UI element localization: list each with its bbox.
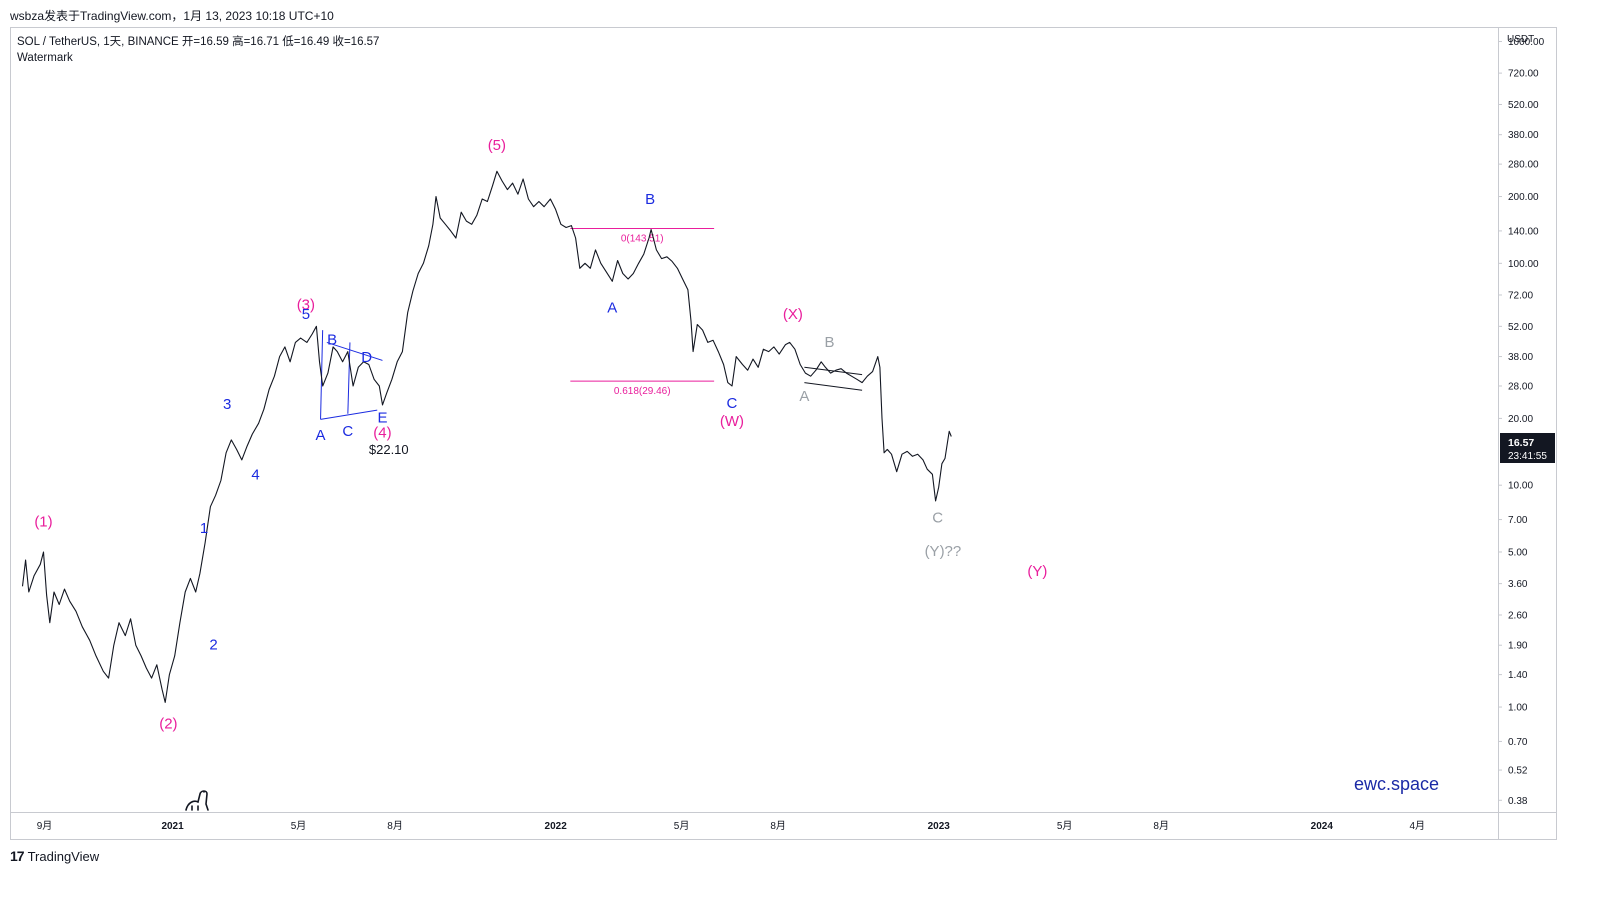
publish-header: wsbza发表于TradingView.com，1月 13, 2023 10:1…	[10, 9, 334, 23]
wave-label: (W)	[720, 413, 744, 430]
price-tick-label: 140.00	[1508, 226, 1539, 237]
fib-level-label: 0(143.51)	[621, 234, 664, 245]
price-tick-label: 1.00	[1508, 703, 1528, 714]
wave-label: (2)	[159, 716, 177, 733]
price-tick-label: 1.90	[1508, 641, 1528, 652]
price-note-label: $22.10	[369, 442, 409, 457]
tradingview-brand: TradingView	[27, 848, 100, 864]
chart-frame	[10, 27, 1557, 840]
fibonacci-retracement[interactable]: 0(143.51) 0.618(29.46)	[570, 228, 715, 398]
time-tick-label: 5月	[674, 820, 690, 832]
price-tick-label: 2.60	[1508, 610, 1528, 621]
price-tick-label: 200.00	[1508, 192, 1539, 203]
wave-label: (3)	[297, 296, 315, 313]
dino-icon[interactable]	[185, 790, 209, 811]
trendline-group[interactable]	[320, 330, 863, 420]
tradingview-logo-icon: 17	[10, 848, 25, 864]
current-price-badge	[1500, 433, 1555, 463]
price-tick-label: 7.00	[1508, 515, 1528, 526]
wave-label: 3	[223, 396, 231, 413]
time-tick-label: 8月	[770, 820, 786, 832]
time-tick-label: 8月	[1153, 820, 1169, 832]
time-tick-label: 8月	[387, 820, 403, 832]
price-tick-label: 380.00	[1508, 130, 1539, 141]
price-tick-label: 5.00	[1508, 547, 1528, 558]
price-tick-label: 72.00	[1508, 290, 1533, 301]
wave-label: C	[342, 423, 353, 440]
time-tick-label: 5月	[291, 820, 307, 832]
price-tick-label: 20.00	[1508, 414, 1533, 425]
price-tick-label: 0.38	[1508, 796, 1528, 807]
price-tick-label: 100.00	[1508, 259, 1539, 270]
wave-label: (X)	[783, 306, 803, 323]
price-tick-label: 52.00	[1508, 322, 1533, 333]
price-tick-label: 10.00	[1508, 481, 1533, 492]
current-price-value: 16.57	[1508, 437, 1534, 449]
wave-label: (Y)??	[925, 543, 962, 560]
price-axis[interactable]: 1000.00 720.00 520.00 380.00 280.00 200.00 140…	[1498, 37, 1545, 807]
wave-label: C	[932, 509, 943, 526]
wave-label: 5	[302, 306, 310, 323]
wave-label: (5)	[488, 137, 506, 154]
price-tick-label: 0.52	[1508, 766, 1528, 777]
price-tick-label: 28.00	[1508, 381, 1533, 392]
time-axis[interactable]: 9月 2021 5月 8月 2022 5月 8月 2023 5月 8月 2024 4月	[37, 820, 1425, 832]
wave-label: 1	[200, 520, 208, 537]
trendline[interactable]	[347, 342, 351, 414]
price-line	[21, 170, 952, 703]
time-tick-label: 2024	[1311, 821, 1334, 832]
fib-level-label: 0.618(29.46)	[614, 386, 671, 397]
time-tick-label: 9月	[37, 820, 53, 832]
price-tick-label: 0.70	[1508, 737, 1528, 748]
trendline[interactable]	[326, 341, 383, 361]
time-tick-label: 2021	[161, 821, 184, 832]
currency-label: USDT	[1507, 34, 1534, 45]
wave-label: C	[727, 395, 738, 412]
time-axis-divider	[10, 812, 1557, 813]
trendline[interactable]	[804, 366, 863, 376]
price-axis-divider	[1498, 27, 1499, 840]
watermark-text: ewc.space	[1354, 774, 1439, 794]
time-tick-label: 5月	[1057, 820, 1073, 832]
time-tick-label: 2023	[928, 821, 951, 832]
price-tick-label: 1000.00	[1508, 37, 1545, 48]
chart-legend: SOL / TetherUS, 1天, BINANCE 开=16.59 高=16…	[17, 34, 379, 66]
wave-label: 2	[209, 636, 217, 653]
time-tick-label: 4月	[1410, 820, 1426, 832]
wave-label: B	[825, 334, 835, 351]
tradingview-logo[interactable]: 17 TradingView	[10, 848, 99, 864]
symbol-line[interactable]: SOL / TetherUS, 1天, BINANCE 开=16.59 高=16…	[17, 36, 380, 48]
wave-label: 4	[251, 467, 259, 484]
trendline[interactable]	[320, 409, 378, 420]
price-tick-label: 280.00	[1508, 160, 1539, 171]
time-tick-label: 2022	[545, 821, 568, 832]
wave-label: (1)	[34, 514, 52, 531]
wave-label: B	[645, 191, 655, 208]
bar-countdown: 23:41:55	[1508, 451, 1547, 462]
wave-label: B	[327, 332, 337, 349]
wave-label: D	[361, 349, 372, 366]
trendline[interactable]	[804, 382, 863, 391]
wave-label: A	[799, 388, 809, 405]
indicator-label[interactable]: Watermark	[17, 52, 73, 64]
price-tick-label: 1.40	[1508, 670, 1528, 681]
price-tick-label: 720.00	[1508, 69, 1539, 80]
wave-labels: (1)(2)1234(3)5ABCDE(4)(5)ABC(W)(X)BAC(Y)…	[34, 137, 1047, 733]
price-tick-label: 520.00	[1508, 100, 1539, 111]
price-tick-label: 3.60	[1508, 579, 1528, 590]
wave-label: (Y)	[1027, 563, 1047, 580]
wave-label: A	[607, 300, 617, 317]
wave-label: E	[377, 409, 387, 426]
wave-label: (4)	[373, 425, 391, 442]
price-tick-label: 38.00	[1508, 352, 1533, 363]
wave-label: A	[316, 427, 326, 444]
